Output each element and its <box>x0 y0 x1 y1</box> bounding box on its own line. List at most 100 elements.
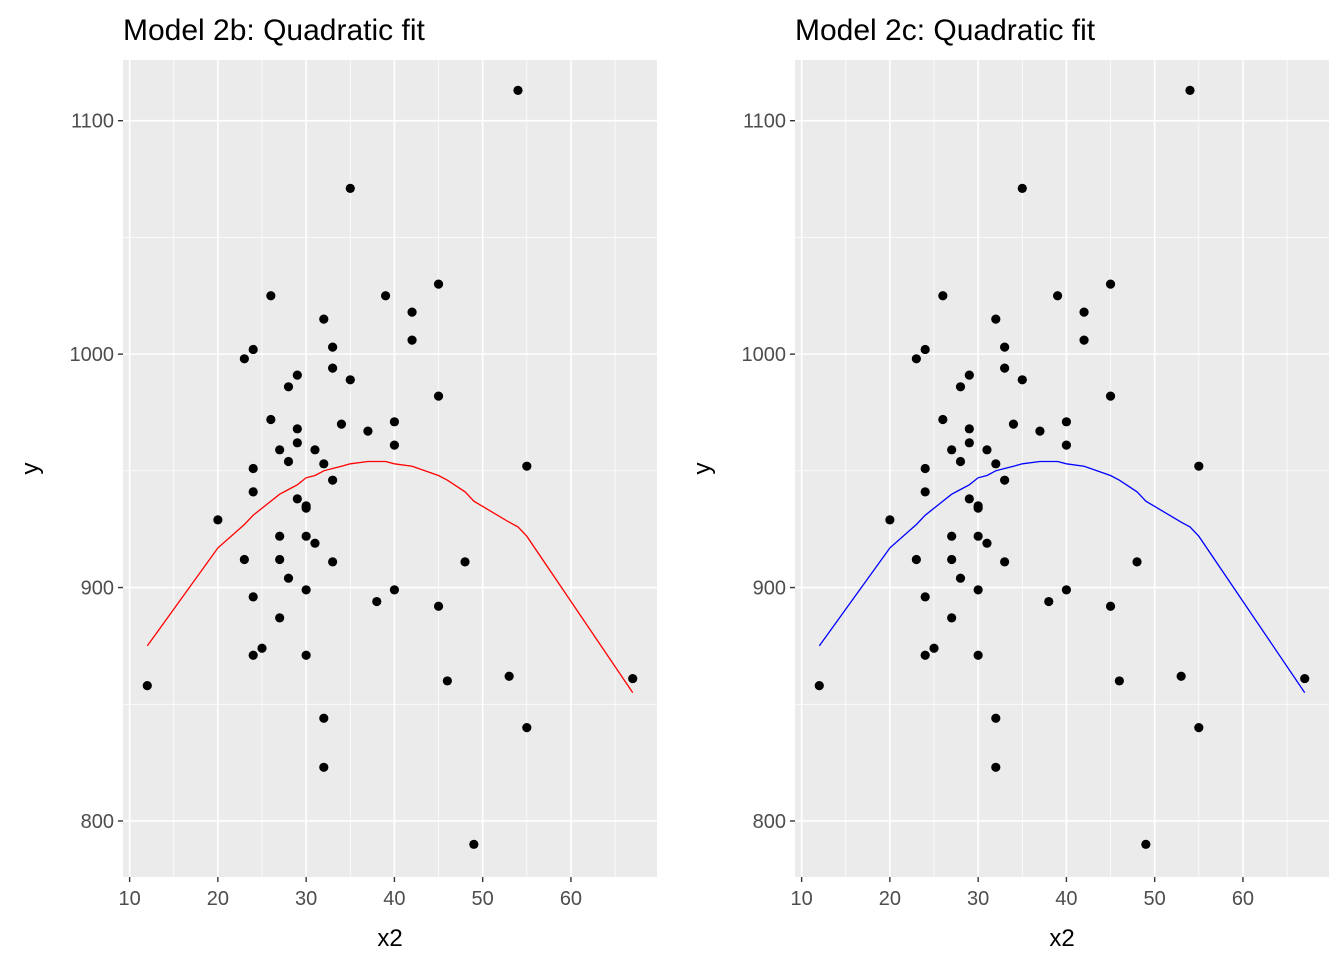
data-point <box>380 291 391 301</box>
plot-background <box>123 60 657 877</box>
data-point <box>301 503 311 513</box>
data-point <box>248 463 258 474</box>
x-tick-label: 20 <box>207 888 229 910</box>
data-point <box>310 445 320 455</box>
data-point <box>328 363 338 373</box>
plot-background <box>795 60 1329 877</box>
data-point <box>292 370 302 380</box>
data-point <box>911 554 921 565</box>
data-point <box>628 673 638 684</box>
data-point <box>1176 671 1186 681</box>
data-point <box>257 643 267 653</box>
data-point <box>328 557 338 567</box>
data-point <box>1105 391 1116 401</box>
data-point <box>248 344 258 355</box>
y-tick-label: 900 <box>81 578 114 600</box>
data-point <box>433 601 444 611</box>
data-point <box>319 713 329 723</box>
data-point <box>389 585 400 595</box>
data-point <box>319 459 329 469</box>
data-point <box>911 354 921 364</box>
data-point <box>920 463 930 474</box>
data-point <box>283 573 294 583</box>
data-point <box>964 370 974 380</box>
data-point <box>248 592 258 602</box>
data-point <box>973 531 983 541</box>
data-point <box>389 417 400 427</box>
data-point <box>1035 426 1045 436</box>
data-point <box>973 585 983 595</box>
data-point <box>213 515 223 525</box>
data-point <box>982 538 992 548</box>
data-point <box>513 85 523 95</box>
data-point <box>275 554 285 565</box>
data-point <box>1079 335 1089 345</box>
data-point <box>266 291 276 301</box>
y-axis-title: y <box>17 463 44 475</box>
data-point <box>363 426 373 436</box>
data-point <box>442 676 452 686</box>
data-point <box>266 414 276 425</box>
data-point <box>1000 475 1010 485</box>
data-point <box>955 573 966 583</box>
data-point <box>275 613 285 623</box>
panel-1: 10 20 30 40 50 60 800 900 1000 1100 Model 2b: Quad… <box>17 14 657 952</box>
x-tick-label: 10 <box>118 888 140 910</box>
fit-line <box>818 460 1306 693</box>
x-tick-label: 10 <box>790 888 812 910</box>
data-point <box>991 713 1001 723</box>
y-tick-label: 800 <box>753 811 786 833</box>
y-tick-label: 1100 <box>71 111 114 133</box>
data-point <box>991 459 1001 469</box>
data-point <box>947 531 957 541</box>
data-point <box>460 557 470 567</box>
y-axis-title: y <box>689 463 716 475</box>
y-tick-label: 1100 <box>743 111 786 133</box>
x-tick-label: 40 <box>383 888 405 910</box>
data-point <box>328 475 338 485</box>
data-point <box>1114 676 1124 686</box>
data-point <box>947 554 957 565</box>
data-point <box>885 515 895 525</box>
data-point <box>920 592 930 602</box>
data-point <box>522 461 532 471</box>
data-point <box>964 494 974 504</box>
data-point <box>292 424 302 434</box>
data-point <box>1000 557 1010 567</box>
data-point <box>1141 839 1151 849</box>
x-tick-label: 50 <box>472 888 494 910</box>
data-point <box>469 839 479 849</box>
data-point <box>389 440 400 450</box>
data-point <box>1079 307 1089 317</box>
data-point <box>1000 342 1010 352</box>
x-tick-label: 50 <box>1144 888 1166 910</box>
data-point <box>301 650 311 660</box>
data-point <box>275 531 285 541</box>
data-point <box>328 342 338 352</box>
y-tick-label: 1000 <box>70 344 115 366</box>
data-point <box>239 354 249 364</box>
data-point <box>372 596 382 607</box>
data-point <box>964 438 974 448</box>
data-point <box>920 344 930 355</box>
data-point <box>814 680 824 691</box>
data-point <box>938 291 948 301</box>
x-axis-title: x2 <box>1049 925 1074 952</box>
data-point <box>1300 673 1310 684</box>
data-point <box>301 585 311 595</box>
data-point <box>1185 85 1195 95</box>
data-point <box>292 438 302 448</box>
x-tick-label: 30 <box>967 888 989 910</box>
data-point <box>433 391 444 401</box>
data-point <box>275 445 285 455</box>
data-point <box>1008 419 1019 429</box>
data-point <box>1061 440 1072 450</box>
data-point <box>1132 557 1142 567</box>
data-point <box>964 424 974 434</box>
data-point <box>319 762 329 772</box>
data-point <box>310 538 320 548</box>
x-tick-label: 20 <box>879 888 901 910</box>
chart-title: Model 2b: Quadratic fit <box>123 14 425 47</box>
data-point <box>1194 461 1204 471</box>
